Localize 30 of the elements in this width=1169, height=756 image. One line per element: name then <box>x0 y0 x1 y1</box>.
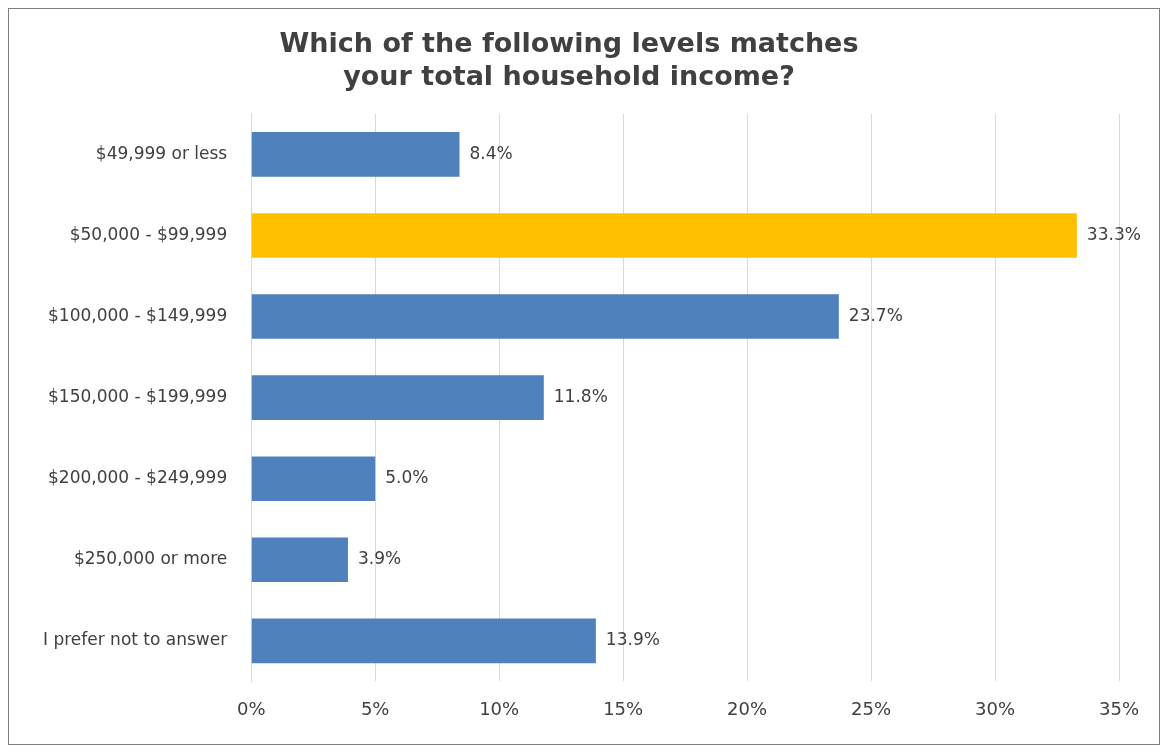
y-tick-label: $200,000 - $249,999 <box>48 467 228 488</box>
y-tick-label: I prefer not to answer <box>42 629 228 650</box>
data-label: 11.8% <box>553 386 608 407</box>
data-label: 13.9% <box>605 629 660 650</box>
y-tick-label: $49,999 or less <box>95 142 228 163</box>
data-label: 5.0% <box>385 467 429 488</box>
x-tick-label: 35% <box>1098 697 1140 719</box>
bar <box>251 294 839 339</box>
data-label: 8.4% <box>469 142 513 163</box>
x-tick-label: 15% <box>603 697 644 719</box>
data-label: 23.7% <box>848 304 903 325</box>
x-tick-label: 10% <box>479 697 520 719</box>
chart-title: Which of the following levels matches your total household income? <box>279 27 859 91</box>
x-tick-label: 30% <box>975 697 1016 719</box>
y-tick-label: $250,000 or more <box>73 548 228 569</box>
bar <box>251 132 460 177</box>
bar <box>251 213 1077 258</box>
x-tick-label: 5% <box>360 697 390 719</box>
bar <box>251 375 544 420</box>
y-tick-label: $100,000 - $149,999 <box>48 304 228 325</box>
y-tick-label: $150,000 - $199,999 <box>48 386 228 407</box>
bar <box>251 618 596 664</box>
y-tick-label: $50,000 - $99,999 <box>69 223 228 244</box>
x-tick-label: 20% <box>727 697 768 719</box>
data-label: 33.3% <box>1086 223 1141 244</box>
bar <box>251 537 348 583</box>
x-tick-label: 25% <box>851 697 892 719</box>
bar <box>251 456 376 501</box>
data-label: 3.9% <box>357 548 402 569</box>
x-tick-label: 0% <box>236 697 266 719</box>
